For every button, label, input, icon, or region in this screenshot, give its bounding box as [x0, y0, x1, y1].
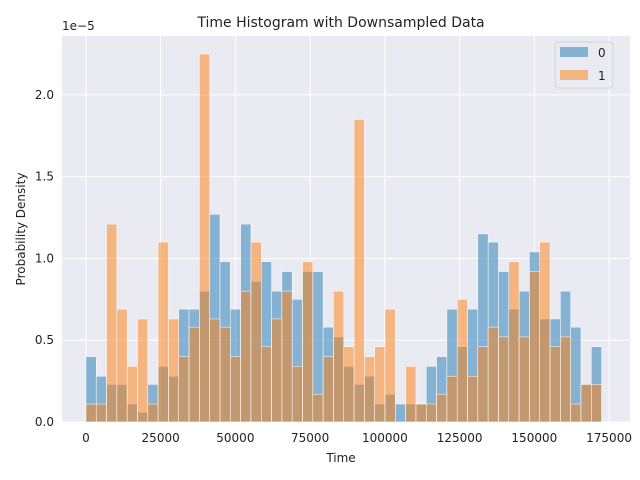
bar-series-1-bin-39 — [487, 326, 499, 423]
bar-series-1-bin-26 — [353, 119, 365, 423]
bar-series-1-bin-41 — [508, 261, 520, 423]
x-tick-label-3: 75000 — [291, 431, 329, 445]
bar-series-1-bin-18 — [271, 318, 283, 423]
y-tick-label-2: 1.0 — [35, 251, 54, 265]
x-tick-label-0: 0 — [82, 431, 90, 445]
legend-label-0: 0 — [598, 46, 606, 60]
y-tick-label-3: 1.5 — [35, 170, 54, 184]
bar-series-1-bin-22 — [312, 393, 324, 423]
bar-series-1-bin-4 — [126, 366, 138, 423]
bar-series-1-bin-19 — [281, 290, 293, 423]
x-axis-label: Time — [325, 451, 355, 465]
bar-series-1-bin-31 — [405, 366, 417, 423]
bar-series-1-bin-44 — [539, 241, 551, 423]
bar-series-1-bin-45 — [549, 346, 561, 423]
bar-series-0-bin-30 — [395, 403, 406, 423]
bar-series-1-bin-17 — [260, 346, 272, 423]
bar-series-1-bin-42 — [518, 336, 530, 423]
x-tick-label-4: 100000 — [362, 431, 408, 445]
bar-series-1-bin-0 — [85, 403, 97, 423]
bar-series-1-bin-21 — [302, 261, 314, 423]
bar-series-1-bin-43 — [529, 271, 540, 423]
chart-title: Time Histogram with Downsampled Data — [196, 15, 484, 31]
bar-series-1-bin-38 — [477, 346, 489, 423]
legend-swatch-0 — [560, 47, 588, 57]
bar-series-1-bin-46 — [560, 336, 571, 423]
bar-series-1-bin-8 — [168, 318, 179, 423]
bar-series-1-bin-7 — [157, 241, 169, 423]
bar-series-1-bin-36 — [456, 299, 468, 423]
bar-series-1-bin-11 — [199, 53, 210, 423]
bar-series-1-bin-20 — [291, 366, 303, 423]
legend-label-1: 1 — [598, 69, 606, 83]
bar-series-1-bin-14 — [230, 356, 241, 423]
bar-series-1-bin-12 — [209, 318, 221, 423]
bar-series-1-bin-13 — [219, 326, 231, 423]
bar-series-1-bin-25 — [343, 346, 355, 423]
x-tick-label-6: 150000 — [511, 431, 557, 445]
x-tick-label-2: 50000 — [216, 431, 254, 445]
bar-series-1-bin-49 — [591, 384, 602, 423]
bar-series-1-bin-40 — [498, 336, 510, 423]
bar-series-1-bin-48 — [580, 384, 592, 423]
bar-series-1-bin-29 — [384, 308, 396, 423]
bar-series-1-bin-5 — [137, 318, 149, 423]
y-axis-label: Probability Density — [14, 173, 28, 286]
bars-layer — [85, 53, 602, 423]
x-tick-label-7: 175000 — [586, 431, 632, 445]
x-tick-label-1: 25000 — [142, 431, 180, 445]
bar-series-1-bin-2 — [106, 223, 118, 423]
y-tick-label-1: 0.5 — [35, 333, 54, 347]
y-tick-label-4: 2.0 — [35, 88, 54, 102]
bar-series-1-bin-24 — [333, 290, 345, 423]
bar-series-1-bin-34 — [436, 393, 448, 423]
y-tick-label-0: 0.0 — [35, 415, 54, 429]
bar-series-1-bin-15 — [240, 290, 252, 423]
bar-series-1-bin-16 — [250, 241, 262, 423]
bar-series-1-bin-37 — [467, 375, 479, 423]
legend-swatch-1 — [560, 70, 588, 80]
y-offset-text: 1e−5 — [62, 19, 95, 33]
bar-series-1-bin-9 — [178, 356, 190, 423]
bar-series-1-bin-33 — [426, 403, 437, 423]
bar-series-1-bin-23 — [322, 356, 334, 423]
bar-series-1-bin-35 — [446, 375, 458, 423]
bar-series-1-bin-32 — [415, 403, 427, 423]
x-tick-labels: 0 25000 50000 75000 100000 125000 150000 175000 — [82, 431, 632, 445]
y-tick-labels: 0.0 0.5 1.0 1.5 2.0 — [35, 88, 54, 429]
bar-series-1-bin-10 — [188, 326, 200, 423]
bar-series-1-bin-1 — [95, 403, 107, 423]
legend: 0 1 — [554, 41, 614, 89]
bar-series-1-bin-6 — [147, 403, 159, 423]
bar-series-1-bin-3 — [116, 308, 128, 423]
x-tick-label-5: 125000 — [437, 431, 483, 445]
bar-series-1-bin-28 — [374, 346, 386, 423]
bar-series-1-bin-27 — [364, 356, 375, 423]
bar-series-1-bin-47 — [570, 403, 582, 423]
